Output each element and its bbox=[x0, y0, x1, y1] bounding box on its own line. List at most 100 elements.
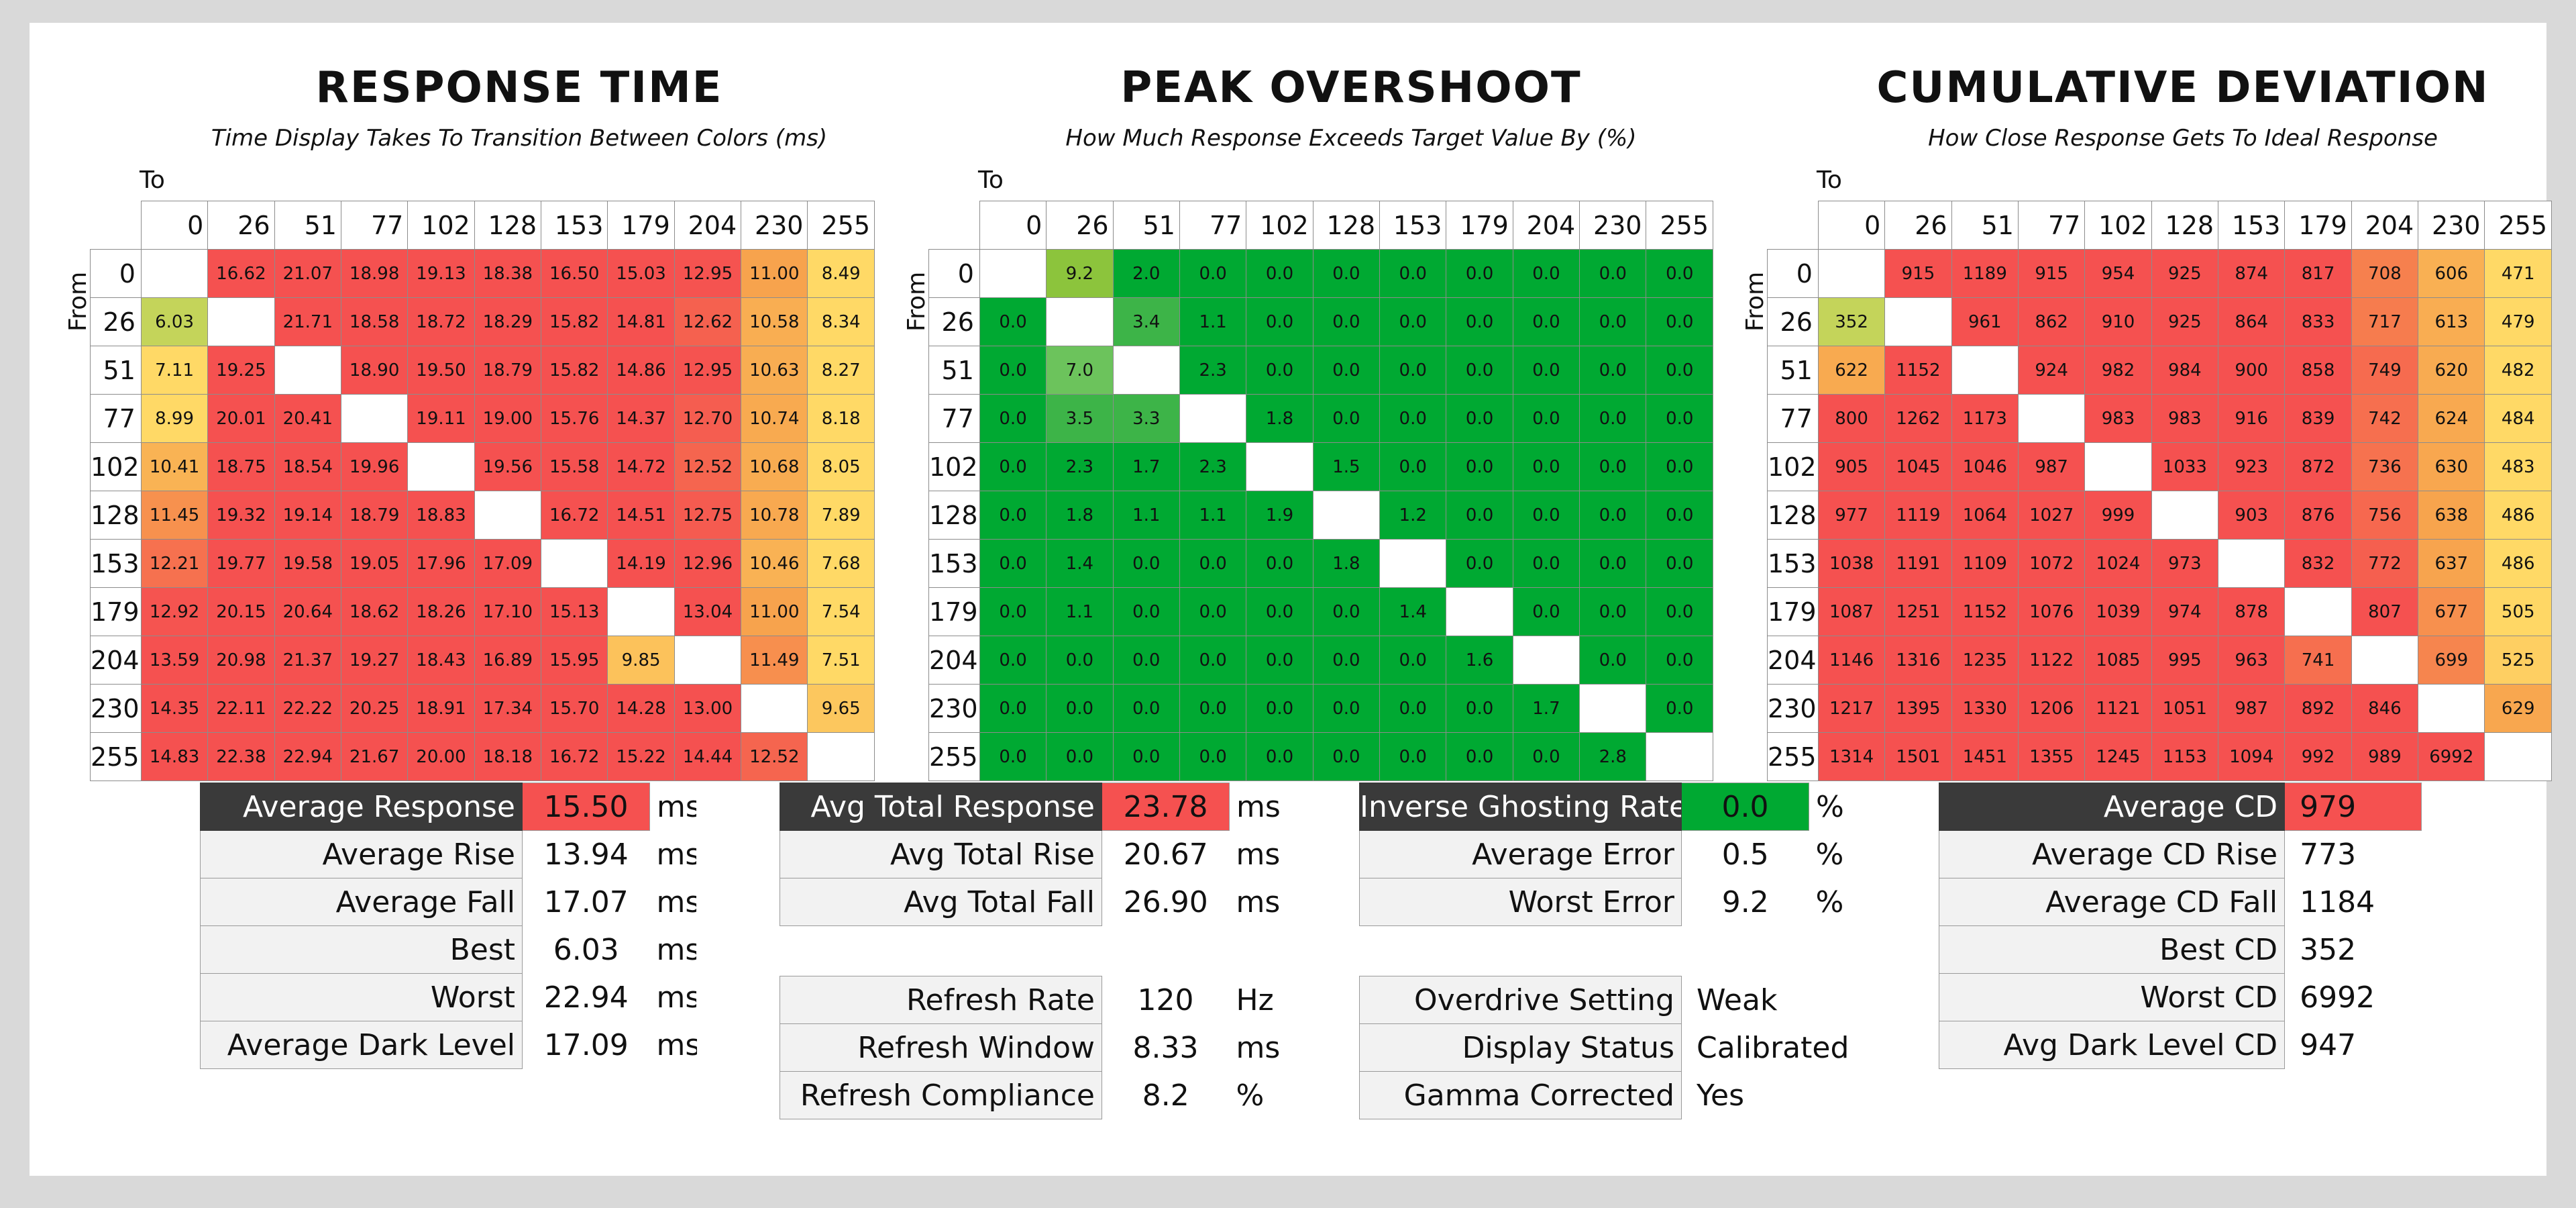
rt-cell-255-153: 16.72 bbox=[541, 732, 608, 781]
po-cell-128-255: 0.0 bbox=[1646, 491, 1713, 540]
rt-cell-51-255: 8.27 bbox=[807, 346, 875, 395]
po-col-header-179: 179 bbox=[1446, 201, 1513, 250]
po-cell-0-51: 2.0 bbox=[1112, 249, 1180, 298]
rt-cell-26-26 bbox=[207, 297, 275, 346]
cd-cell-153-77: 1072 bbox=[2017, 539, 2086, 588]
cd-cell-128-51: 1064 bbox=[1951, 491, 2019, 540]
rt-cell-153-153 bbox=[541, 539, 608, 588]
cd-row-header-204: 204 bbox=[1767, 636, 1819, 685]
po-cell-204-77: 0.0 bbox=[1179, 636, 1247, 685]
po-cell-26-230: 0.0 bbox=[1579, 297, 1647, 346]
rt-cell-51-230: 10.63 bbox=[741, 346, 808, 395]
cd-cell-153-51: 1109 bbox=[1951, 539, 2019, 588]
cd-cell-0-255: 471 bbox=[2484, 249, 2552, 298]
cd-cell-179-51: 1152 bbox=[1951, 587, 2019, 636]
cd-stat-label-2: Average CD Fall bbox=[1938, 878, 2286, 926]
rt-cell-179-204: 13.04 bbox=[674, 587, 742, 636]
rt-cell-26-102: 18.72 bbox=[407, 297, 475, 346]
po-cell-128-204: 0.0 bbox=[1512, 491, 1580, 540]
refresh-stat-value-1: 8.33 bbox=[1132, 1030, 1199, 1065]
rt-cell-77-77 bbox=[340, 394, 409, 443]
rt-cell-204-0: 13.59 bbox=[140, 636, 209, 685]
rt-col-header-26: 26 bbox=[207, 201, 275, 250]
rt-cell-102-102 bbox=[407, 442, 475, 491]
cd-cell-255-153: 1094 bbox=[2218, 732, 2286, 781]
rt-cell-102-128: 19.56 bbox=[474, 442, 542, 491]
cd-cell-77-77 bbox=[2017, 394, 2086, 443]
cd-row-header-179: 179 bbox=[1767, 587, 1819, 636]
rt-cell-255-230: 12.52 bbox=[741, 732, 808, 781]
cd-cell-179-179 bbox=[2284, 587, 2352, 636]
po-col-header-204: 204 bbox=[1512, 201, 1580, 250]
po-cell-26-0: 0.0 bbox=[979, 297, 1047, 346]
cd-cell-204-153: 963 bbox=[2218, 636, 2286, 685]
refresh-stat-unit-2: % bbox=[1236, 1078, 1265, 1113]
cd-cell-0-51: 1189 bbox=[1951, 249, 2019, 298]
cd-cell-26-77: 862 bbox=[2017, 297, 2086, 346]
rt-cell-0-153: 16.50 bbox=[541, 249, 608, 298]
cd-cell-204-230: 699 bbox=[2418, 636, 2485, 685]
rt-cell-255-51: 22.94 bbox=[274, 732, 341, 781]
po-cell-179-230: 0.0 bbox=[1579, 587, 1647, 636]
rt-cell-77-204: 12.70 bbox=[674, 394, 742, 443]
cd-col-header-26: 26 bbox=[1884, 201, 1952, 250]
cd-cell-51-128: 984 bbox=[2151, 346, 2219, 395]
rt-col-header-0: 0 bbox=[140, 201, 209, 250]
po-cell-26-179: 0.0 bbox=[1446, 297, 1513, 346]
cd-cell-179-230: 677 bbox=[2418, 587, 2485, 636]
cd-row-header-230: 230 bbox=[1767, 684, 1819, 733]
cd-cell-0-128: 925 bbox=[2151, 249, 2219, 298]
rt-col-header-128: 128 bbox=[474, 201, 542, 250]
rt-cell-204-255: 7.51 bbox=[807, 636, 875, 685]
cd-cell-204-204 bbox=[2351, 636, 2419, 685]
po-cell-51-204: 0.0 bbox=[1512, 346, 1580, 395]
rt-cell-128-0: 11.45 bbox=[140, 491, 209, 540]
po-cell-26-51: 3.4 bbox=[1112, 297, 1180, 346]
po-col-header-230: 230 bbox=[1579, 201, 1647, 250]
cd-row-header-0: 0 bbox=[1767, 249, 1819, 298]
po-cell-230-255: 0.0 bbox=[1646, 684, 1713, 733]
po-row-header-51: 51 bbox=[928, 346, 980, 395]
cd-cell-128-255: 486 bbox=[2484, 491, 2552, 540]
response-stat-label-1: Average Rise bbox=[200, 830, 523, 878]
rt-cell-128-26: 19.32 bbox=[207, 491, 275, 540]
po-cell-0-102: 0.0 bbox=[1246, 249, 1313, 298]
rt-cell-230-255: 9.65 bbox=[807, 684, 875, 733]
cd-stat-value-2: 1184 bbox=[2300, 885, 2375, 919]
cd-row-header-51: 51 bbox=[1767, 346, 1819, 395]
response-stats-table: Average Response 15.50 ms Average Rise 13.94… bbox=[200, 783, 697, 1069]
cd-row-header-153: 153 bbox=[1767, 539, 1819, 588]
rt-cell-26-153: 15.82 bbox=[541, 297, 608, 346]
cd-cell-153-0: 1038 bbox=[1817, 539, 1886, 588]
po-cell-153-0: 0.0 bbox=[979, 539, 1047, 588]
rt-cell-26-255: 8.34 bbox=[807, 297, 875, 346]
rt-cell-255-179: 15.22 bbox=[607, 732, 675, 781]
refresh-stat-label-2: Refresh Compliance bbox=[780, 1071, 1102, 1119]
rt-cell-0-26: 16.62 bbox=[207, 249, 275, 298]
po-cell-102-204: 0.0 bbox=[1512, 442, 1580, 491]
po-cell-102-51: 1.7 bbox=[1112, 442, 1180, 491]
po-row-header-128: 128 bbox=[928, 491, 980, 540]
po-cell-230-153: 0.0 bbox=[1379, 684, 1447, 733]
po-cell-51-51 bbox=[1112, 346, 1180, 395]
po-cell-153-153 bbox=[1379, 539, 1447, 588]
po-cell-102-77: 2.3 bbox=[1179, 442, 1247, 491]
cd-cell-204-26: 1316 bbox=[1884, 636, 1952, 685]
total-stat-label-0: Avg Total Response bbox=[780, 783, 1102, 831]
cd-cell-179-26: 1251 bbox=[1884, 587, 1952, 636]
po-cell-77-77 bbox=[1179, 394, 1247, 443]
cd-cell-128-26: 1119 bbox=[1884, 491, 1952, 540]
cd-cell-230-128: 1051 bbox=[2151, 684, 2219, 733]
cumulative-deviation-heatmap: 0 26 51 77 102 128 153 179 204 230 255 0 915 1189 915 9… bbox=[1767, 201, 2552, 781]
rt-cell-102-77: 19.96 bbox=[340, 442, 409, 491]
response-stat-label-0: Average Response bbox=[200, 783, 523, 831]
po-row-header-230: 230 bbox=[928, 684, 980, 733]
results-sheet: RESPONSE TIME Time Display Takes To Tran… bbox=[30, 23, 2552, 1176]
rt-cell-128-204: 12.75 bbox=[674, 491, 742, 540]
cd-row-header-102: 102 bbox=[1767, 442, 1819, 491]
cd-cell-51-255: 482 bbox=[2484, 346, 2552, 395]
rt-cell-77-128: 19.00 bbox=[474, 394, 542, 443]
rt-cell-255-128: 18.18 bbox=[474, 732, 542, 781]
cd-cell-179-204: 807 bbox=[2351, 587, 2419, 636]
cd-row-header-128: 128 bbox=[1767, 491, 1819, 540]
